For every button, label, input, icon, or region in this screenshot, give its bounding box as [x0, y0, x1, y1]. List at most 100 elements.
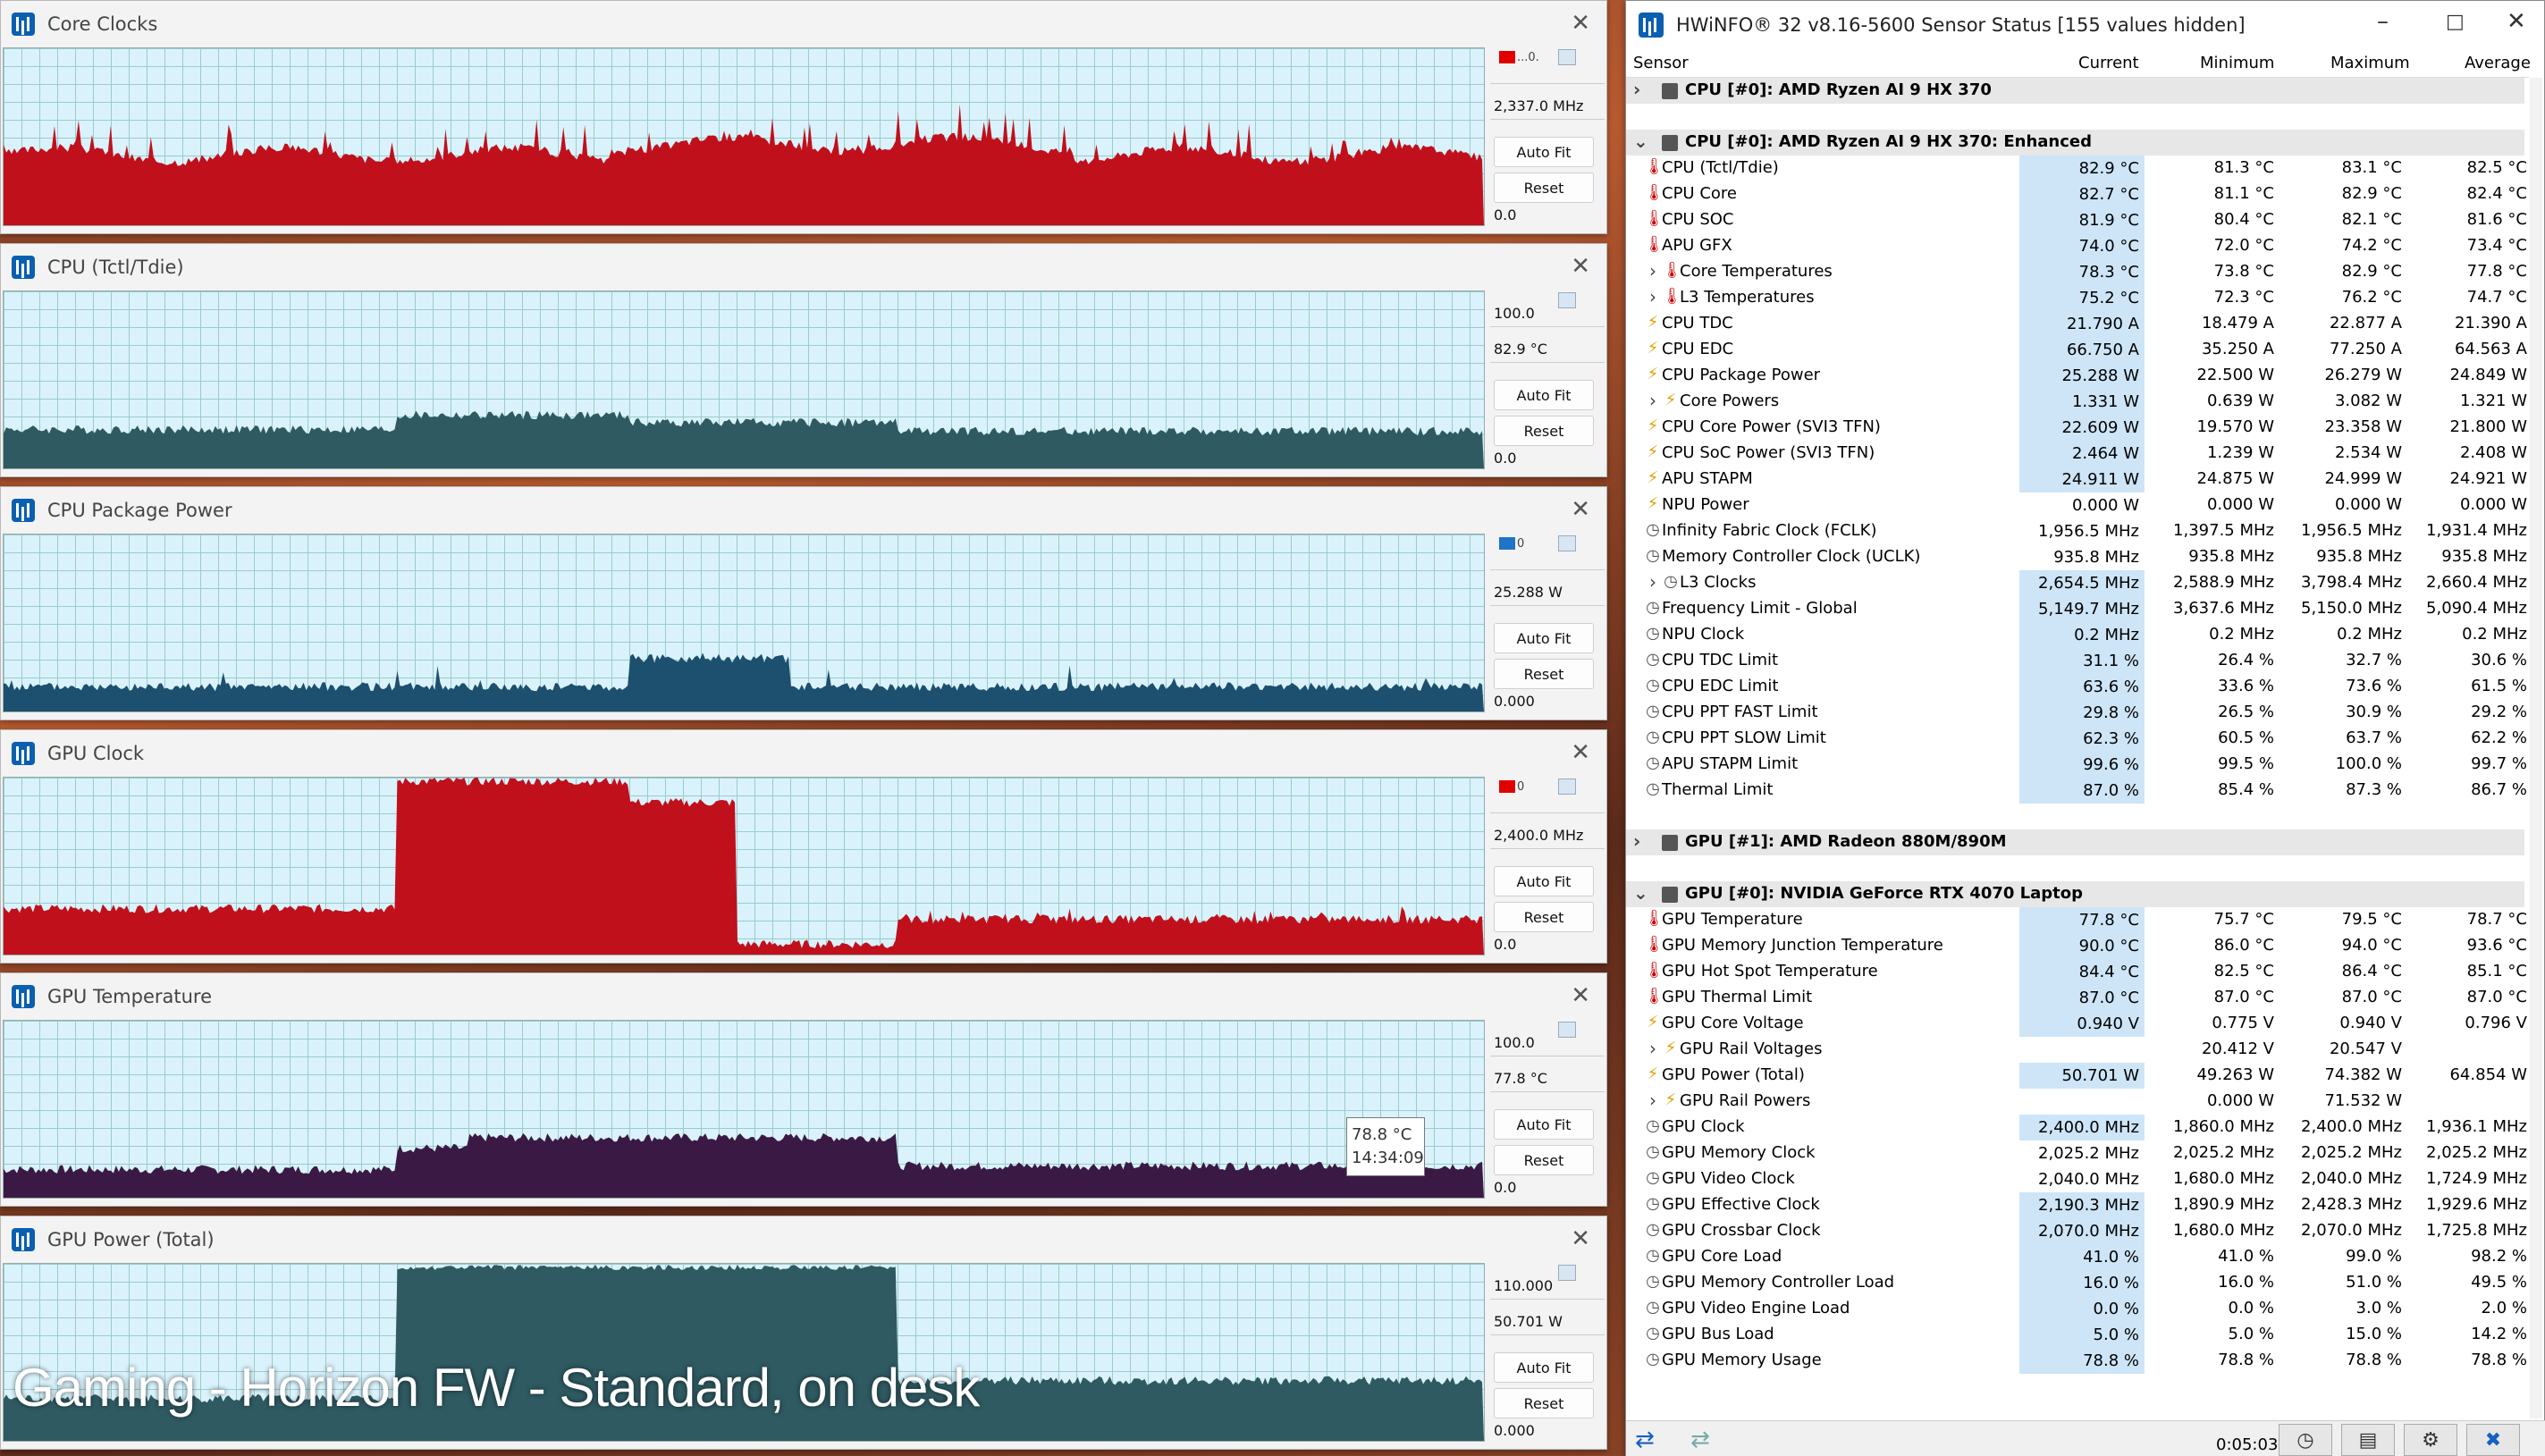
sensor-row[interactable]: ◷ GPU Crossbar Clock 2,070.0 MHz 1,680.0…	[1626, 1218, 2529, 1244]
auto-fit-button[interactable]: Auto Fit	[1494, 623, 1594, 653]
sensor-row[interactable]: 🌡 CPU Core 82.7 °C 81.1 °C 82.9 °C 82.4 …	[1626, 181, 2529, 207]
sensor-group-row[interactable]: ⌄ GPU [#0]: NVIDIA GeForce RTX 4070 Lapt…	[1626, 881, 2524, 907]
sensor-row[interactable]: 🌡 GPU Temperature 77.8 °C 75.7 °C 79.5 °…	[1626, 907, 2529, 933]
sensor-row[interactable]: ◷ GPU Effective Clock 2,190.3 MHz 1,890.…	[1626, 1192, 2529, 1218]
vertical-scrollbar[interactable]	[2530, 78, 2542, 1418]
sensor-row[interactable]: ◷ GPU Bus Load 5.0 % 5.0 % 15.0 % 14.2 %	[1626, 1322, 2529, 1348]
reset-button[interactable]: Reset	[1494, 1388, 1594, 1418]
series-settings-box[interactable]	[1558, 49, 1576, 65]
series-settings-box[interactable]	[1558, 1022, 1576, 1038]
sensor-row[interactable]: ◷ CPU PPT SLOW Limit 62.3 % 60.5 % 63.7 …	[1626, 726, 2529, 752]
sensor-row[interactable]: ⚡ NPU Power 0.000 W 0.000 W 0.000 W 0.00…	[1626, 492, 2529, 518]
sensor-row[interactable]: › ⚡ GPU Rail Voltages 20.412 V 20.547 V	[1626, 1037, 2529, 1063]
sensor-row[interactable]: ◷ GPU Memory Usage 78.8 % 78.8 % 78.8 % …	[1626, 1348, 2529, 1374]
close-icon[interactable]: ✕	[1571, 1225, 1590, 1252]
clock-icon[interactable]: ◷	[2279, 1424, 2332, 1456]
sensor-maximum: 20.547 V	[2329, 1039, 2402, 1058]
sensor-row[interactable]: ◷ Frequency Limit - Global 5,149.7 MHz 3…	[1626, 596, 2529, 622]
sensor-row[interactable]: ◷ Thermal Limit 87.0 % 85.4 % 87.3 % 86.…	[1626, 778, 2529, 804]
chevron-right-icon[interactable]: ›	[1649, 286, 1656, 307]
minimize-icon[interactable]: –	[2377, 8, 2389, 35]
sensor-row[interactable]: ◷ NPU Clock 0.2 MHz 0.2 MHz 0.2 MHz 0.2 …	[1626, 622, 2529, 648]
chevron-right-icon[interactable]: ›	[1633, 79, 1641, 100]
sensor-row[interactable]: ◷ GPU Clock 2,400.0 MHz 1,860.0 MHz 2,40…	[1626, 1115, 2529, 1140]
chevron-right-icon[interactable]: ›	[1649, 390, 1656, 411]
auto-fit-button[interactable]: Auto Fit	[1494, 1352, 1594, 1383]
sensor-row[interactable]: › ⚡ GPU Rail Powers 0.000 W 71.532 W	[1626, 1089, 2529, 1115]
series-settings-box[interactable]	[1558, 292, 1576, 308]
sensor-row[interactable]: 🌡 GPU Thermal Limit 87.0 °C 87.0 °C 87.0…	[1626, 985, 2529, 1011]
nav-prev-icon[interactable]: ⇄	[1635, 1427, 1655, 1453]
reset-button[interactable]: Reset	[1494, 659, 1594, 689]
sensor-row[interactable]: 🌡 CPU (Tctl/Tdie) 82.9 °C 81.3 °C 83.1 °…	[1626, 156, 2529, 181]
reset-button[interactable]: Reset	[1494, 173, 1594, 203]
sensor-row[interactable]: 🌡 GPU Hot Spot Temperature 84.4 °C 82.5 …	[1626, 959, 2529, 985]
sensor-row[interactable]: ⚡ GPU Power (Total) 50.701 W 49.263 W 74…	[1626, 1063, 2529, 1089]
maximize-icon[interactable]: □	[2446, 11, 2465, 33]
sensor-row[interactable]: ◷ GPU Video Clock 2,040.0 MHz 1,680.0 MH…	[1626, 1166, 2529, 1192]
series-settings-box[interactable]	[1558, 535, 1576, 551]
sensor-row[interactable]: › 🌡 Core Temperatures 78.3 °C 73.8 °C 82…	[1626, 259, 2529, 285]
close-icon[interactable]: ✕	[1571, 496, 1590, 523]
exit-icon[interactable]: ✖	[2466, 1424, 2520, 1456]
sensor-row[interactable]: ⚡ CPU SoC Power (SVI3 TFN) 2.464 W 1.239…	[1626, 441, 2529, 467]
settings-icon[interactable]: ⚙	[2404, 1424, 2457, 1456]
col-minimum[interactable]: Minimum	[2200, 54, 2275, 72]
auto-fit-button[interactable]: Auto Fit	[1494, 380, 1594, 410]
sensor-row[interactable]: ◷ Memory Controller Clock (UCLK) 935.8 M…	[1626, 544, 2529, 570]
reset-button[interactable]: Reset	[1494, 416, 1594, 446]
sensor-group-row[interactable]: ⌄ CPU [#0]: AMD Ryzen AI 9 HX 370: Enhan…	[1626, 130, 2524, 156]
chevron-down-icon[interactable]: ⌄	[1633, 130, 1648, 152]
col-sensor[interactable]: Sensor	[1633, 54, 1689, 72]
sensor-row[interactable]: › ⚡ Core Powers 1.331 W 0.639 W 3.082 W …	[1626, 389, 2529, 415]
sensor-row[interactable]: ⚡ CPU Core Power (SVI3 TFN) 22.609 W 19.…	[1626, 415, 2529, 441]
chevron-right-icon[interactable]: ›	[1633, 830, 1641, 852]
sensor-row[interactable]: ◷ CPU EDC Limit 63.6 % 33.6 % 73.6 % 61.…	[1626, 674, 2529, 700]
sensor-row[interactable]: ⚡ GPU Core Voltage 0.940 V 0.775 V 0.940…	[1626, 1011, 2529, 1037]
chevron-right-icon[interactable]: ›	[1649, 260, 1656, 282]
series-color-swatch[interactable]	[1499, 537, 1515, 550]
chevron-right-icon[interactable]: ›	[1649, 1090, 1656, 1111]
sensor-row[interactable]: › ◷ L3 Clocks 2,654.5 MHz 2,588.9 MHz 3,…	[1626, 570, 2529, 596]
sensor-row[interactable]: › 🌡 L3 Temperatures 75.2 °C 72.3 °C 76.2…	[1626, 285, 2529, 311]
reset-button[interactable]: Reset	[1494, 1145, 1594, 1175]
col-current[interactable]: Current	[2078, 54, 2139, 72]
chevron-right-icon[interactable]: ›	[1649, 571, 1656, 593]
auto-fit-button[interactable]: Auto Fit	[1494, 866, 1594, 896]
nav-next-icon[interactable]: ⇄	[1690, 1427, 1710, 1453]
close-icon[interactable]: ✕	[1571, 10, 1590, 37]
sensor-row[interactable]: ⚡ CPU EDC 66.750 A 35.250 A 77.250 A 64.…	[1626, 337, 2529, 363]
close-icon[interactable]: ✕	[2507, 8, 2526, 35]
sensor-row[interactable]: ◷ GPU Memory Controller Load 16.0 % 16.0…	[1626, 1270, 2529, 1296]
sensor-row[interactable]: ◷ GPU Memory Clock 2,025.2 MHz 2,025.2 M…	[1626, 1140, 2529, 1166]
sensor-row[interactable]: 🌡 APU GFX 74.0 °C 72.0 °C 74.2 °C 73.4 °…	[1626, 233, 2529, 259]
sensor-row[interactable]: ◷ CPU PPT FAST Limit 29.8 % 26.5 % 30.9 …	[1626, 700, 2529, 726]
sensor-row[interactable]: ⚡ CPU Package Power 25.288 W 22.500 W 26…	[1626, 363, 2529, 389]
sensor-row[interactable]: ⚡ CPU TDC 21.790 A 18.479 A 22.877 A 21.…	[1626, 311, 2529, 337]
series-color-swatch[interactable]	[1499, 780, 1515, 793]
sensor-row[interactable]: ◷ APU STAPM Limit 99.6 % 99.5 % 100.0 % …	[1626, 752, 2529, 778]
sensor-row[interactable]: 🌡 CPU SOC 81.9 °C 80.4 °C 82.1 °C 81.6 °…	[1626, 207, 2529, 233]
sensor-row[interactable]: ⚡ APU STAPM 24.911 W 24.875 W 24.999 W 2…	[1626, 467, 2529, 492]
report-icon[interactable]: ▤	[2341, 1424, 2395, 1456]
close-icon[interactable]: ✕	[1571, 253, 1590, 280]
series-settings-box[interactable]	[1558, 778, 1576, 795]
sensor-row[interactable]: ◷ GPU Core Load 41.0 % 41.0 % 99.0 % 98.…	[1626, 1244, 2529, 1270]
reset-button[interactable]: Reset	[1494, 902, 1594, 932]
sensor-group-row[interactable]: › CPU [#0]: AMD Ryzen AI 9 HX 370	[1626, 78, 2524, 104]
col-maximum[interactable]: Maximum	[2330, 54, 2410, 72]
chevron-down-icon[interactable]: ⌄	[1633, 882, 1648, 904]
sensor-row[interactable]: 🌡 GPU Memory Junction Temperature 90.0 °…	[1626, 933, 2529, 959]
series-color-swatch[interactable]	[1499, 51, 1515, 63]
chevron-right-icon[interactable]: ›	[1649, 1038, 1656, 1059]
auto-fit-button[interactable]: Auto Fit	[1494, 1109, 1594, 1140]
auto-fit-button[interactable]: Auto Fit	[1494, 137, 1594, 167]
sensor-row[interactable]: ◷ GPU Video Engine Load 0.0 % 0.0 % 3.0 …	[1626, 1296, 2529, 1322]
close-icon[interactable]: ✕	[1571, 739, 1590, 766]
series-settings-box[interactable]	[1558, 1265, 1576, 1281]
sensor-row[interactable]: ◷ CPU TDC Limit 31.1 % 26.4 % 32.7 % 30.…	[1626, 648, 2529, 674]
sensor-row[interactable]: ◷ Infinity Fabric Clock (FCLK) 1,956.5 M…	[1626, 518, 2529, 544]
sensor-group-row[interactable]: › GPU [#1]: AMD Radeon 880M/890M	[1626, 829, 2524, 855]
col-average[interactable]: Average	[2465, 54, 2531, 72]
close-icon[interactable]: ✕	[1571, 982, 1590, 1009]
